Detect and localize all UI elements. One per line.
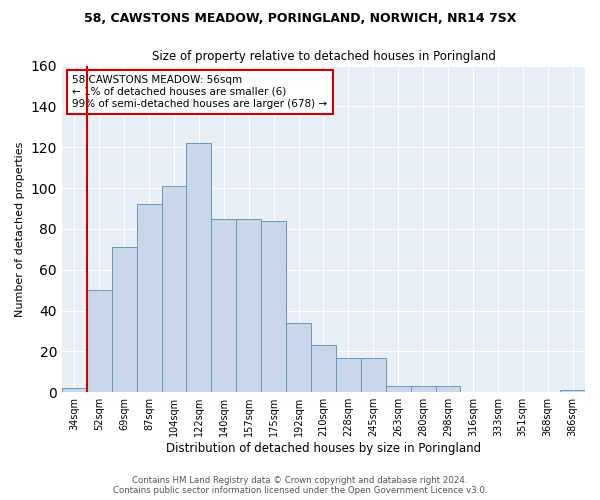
Title: Size of property relative to detached houses in Poringland: Size of property relative to detached ho… bbox=[152, 50, 496, 63]
Bar bbox=[112, 248, 137, 392]
Bar bbox=[261, 220, 286, 392]
Bar bbox=[286, 323, 311, 392]
Bar bbox=[336, 358, 361, 392]
Text: 58, CAWSTONS MEADOW, PORINGLAND, NORWICH, NR14 7SX: 58, CAWSTONS MEADOW, PORINGLAND, NORWICH… bbox=[84, 12, 516, 26]
Bar bbox=[187, 143, 211, 392]
Bar bbox=[236, 218, 261, 392]
Bar bbox=[361, 358, 386, 392]
Bar bbox=[62, 388, 87, 392]
Bar bbox=[161, 186, 187, 392]
Bar bbox=[211, 218, 236, 392]
Bar bbox=[386, 386, 410, 392]
Y-axis label: Number of detached properties: Number of detached properties bbox=[15, 141, 25, 316]
Bar bbox=[560, 390, 585, 392]
Bar bbox=[311, 346, 336, 392]
Bar bbox=[87, 290, 112, 392]
Bar bbox=[137, 204, 161, 392]
Bar bbox=[436, 386, 460, 392]
Text: 58 CAWSTONS MEADOW: 56sqm
← 1% of detached houses are smaller (6)
99% of semi-de: 58 CAWSTONS MEADOW: 56sqm ← 1% of detach… bbox=[73, 76, 328, 108]
Text: Contains HM Land Registry data © Crown copyright and database right 2024.
Contai: Contains HM Land Registry data © Crown c… bbox=[113, 476, 487, 495]
Bar bbox=[410, 386, 436, 392]
X-axis label: Distribution of detached houses by size in Poringland: Distribution of detached houses by size … bbox=[166, 442, 481, 455]
